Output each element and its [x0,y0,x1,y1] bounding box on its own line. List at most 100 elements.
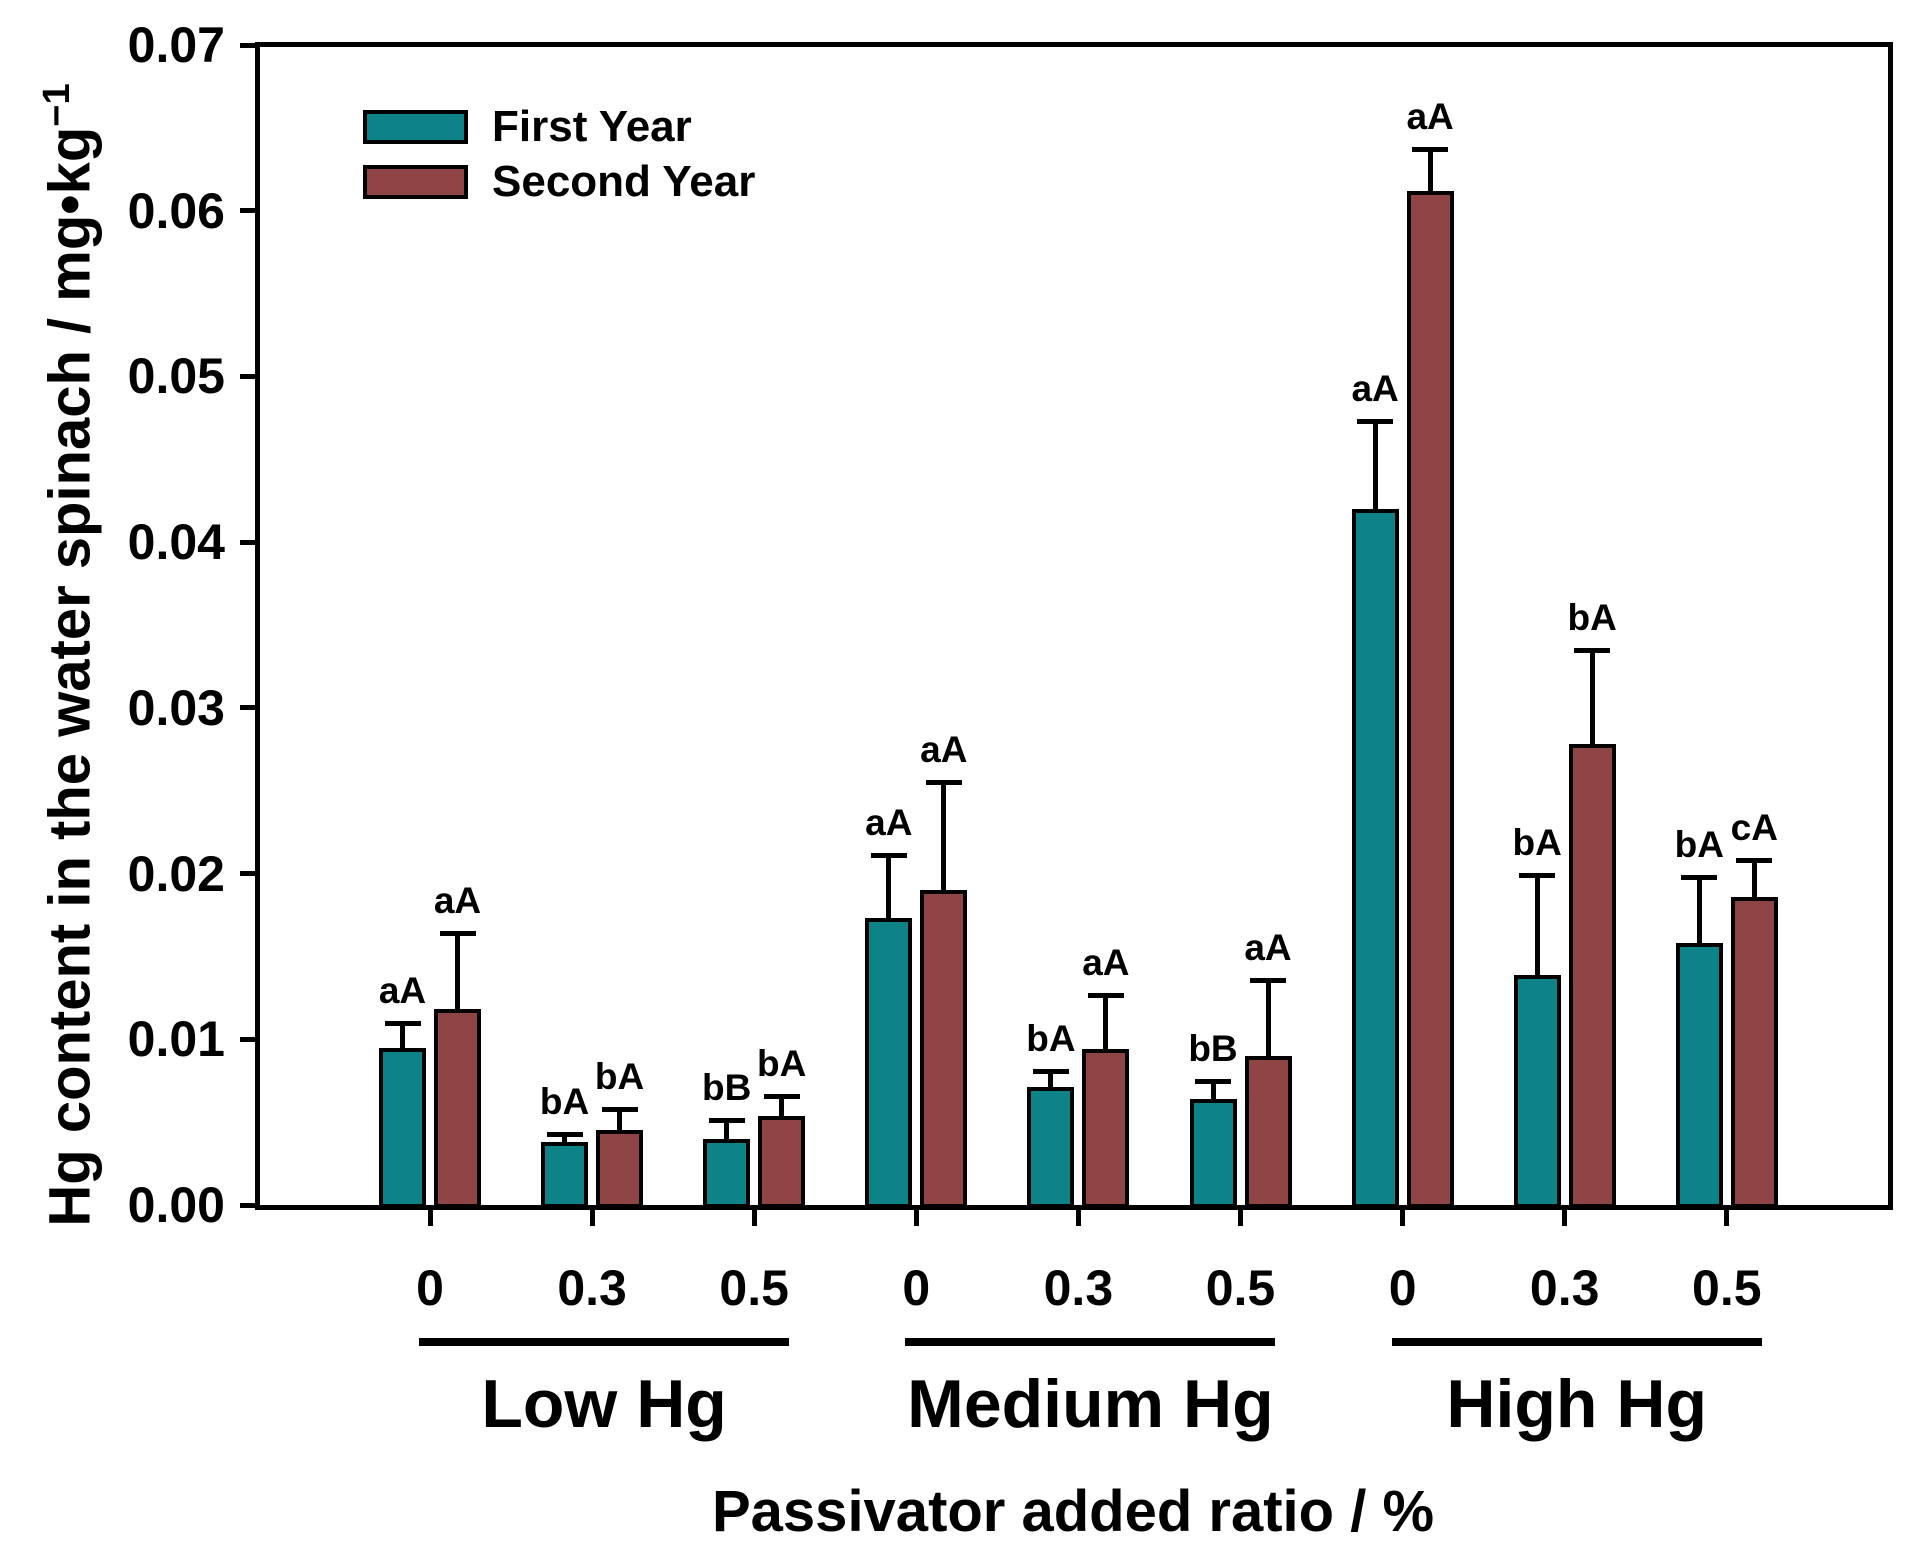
error-bar-second-year-low-hg-0p5 [779,1095,785,1118]
x-axis-tick-label: 0.5 [1692,1260,1762,1316]
error-bar-cap [1087,992,1124,998]
x-axis-tick-label: 0 [902,1260,931,1316]
bar-first-year-high-hg-0 [1351,509,1399,1208]
y-axis-tick [240,871,256,877]
error-bar-cap [384,1020,421,1026]
y-axis-tick-label: 0.03 [127,679,225,736]
x-axis-tick [751,1208,757,1226]
error-bar-cap [763,1093,800,1099]
group-underline [1391,1338,1762,1346]
error-bar-cap [1195,1078,1231,1084]
y-axis-tick-label: 0.05 [127,348,225,405]
y-axis-tick-label: 0.06 [127,182,225,239]
error-bar-cap [1736,858,1773,864]
error-bar-first-year-low-hg-0p3 [562,1133,568,1145]
error-bar-first-year-medium-hg-0 [886,855,892,921]
significance-letter-first-year-medium-hg-0p5: bB [1188,1027,1238,1069]
significance-letter-first-year-low-hg-0p5: bB [702,1067,752,1109]
bar-second-year-medium-hg-0p5 [1244,1055,1292,1208]
legend-swatch-second-year [363,165,468,199]
bar-second-year-high-hg-0p5 [1730,896,1778,1208]
significance-letter-second-year-medium-hg-0p3: aA [1082,941,1130,983]
error-bar-first-year-low-hg-0 [400,1022,405,1050]
group-label: Medium Hg [907,1366,1274,1442]
bar-second-year-low-hg-0p5 [758,1115,806,1208]
significance-letter-second-year-medium-hg-0p5: aA [1244,926,1292,968]
significance-letter-first-year-medium-hg-0p3: bA [1026,1017,1076,1059]
y-axis-title: Hg content in the water spinach / mg•kg−… [19,5,102,1305]
x-axis-tick [1075,1208,1081,1226]
error-bar-second-year-medium-hg-0p3 [1103,994,1109,1052]
significance-letter-first-year-low-hg-0p3: bA [539,1080,590,1122]
significance-letter-second-year-high-hg-0: aA [1406,96,1454,138]
error-bar-cap [601,1106,638,1112]
y-axis-tick [240,1202,256,1208]
error-bar-cap [1681,874,1718,880]
error-bar-cap [1574,647,1611,653]
bar-second-year-low-hg-0 [434,1009,481,1208]
x-axis-tick [1238,1208,1243,1226]
error-bar-cap [1412,147,1449,153]
x-axis-tick [1400,1208,1406,1226]
bar-second-year-high-hg-0p3 [1568,744,1616,1208]
bar-first-year-high-hg-0p3 [1513,974,1561,1208]
y-axis-tick-label: 0.00 [127,1177,225,1233]
error-bar-cap [870,853,907,859]
bar-second-year-medium-hg-0 [920,890,968,1208]
error-bar-first-year-low-hg-0p5 [724,1120,730,1141]
x-axis-tick-label: 0.3 [557,1260,627,1316]
bar-first-year-low-hg-0p5 [703,1138,751,1208]
y-axis-tick [240,539,256,545]
group-label: Low Hg [481,1366,727,1442]
y-axis-title-superscript: −1 [36,83,78,127]
bar-first-year-high-hg-0p5 [1675,943,1723,1208]
significance-letter-first-year-high-hg-0: aA [1351,368,1399,410]
error-bar-first-year-medium-hg-0p5 [1210,1080,1216,1101]
bar-second-year-medium-hg-0p3 [1082,1049,1130,1208]
x-axis-tick [913,1208,919,1226]
error-bar-cap [1250,977,1286,983]
error-bar-first-year-high-hg-0p3 [1534,875,1540,977]
significance-letter-second-year-low-hg-0: aA [433,880,482,922]
y-axis-tick-label: 0.02 [127,845,225,902]
group-underline [905,1338,1276,1346]
x-axis-tick-label: 0.5 [719,1260,789,1316]
y-axis-tick-label: 0.01 [127,1011,225,1068]
error-bar-cap [925,780,962,786]
error-bar-second-year-low-hg-0p3 [617,1108,623,1133]
significance-letter-second-year-low-hg-0p3: bA [594,1055,645,1097]
y-axis-tick [240,42,256,48]
bar-second-year-low-hg-0p3 [596,1130,644,1208]
x-axis-tick [427,1208,433,1226]
bar-first-year-low-hg-0 [379,1047,426,1208]
bar-second-year-high-hg-0 [1406,190,1454,1208]
x-axis-tick-label: 0 [1388,1260,1417,1316]
bar-first-year-low-hg-0p3 [541,1142,589,1208]
y-axis-tick [240,705,256,711]
x-axis-title: Passivator added ratio / % [711,1479,1435,1544]
error-bar-second-year-high-hg-0p5 [1751,860,1757,899]
error-bar-cap [1032,1068,1069,1074]
y-axis-tick-label: 0.04 [127,514,225,571]
bar-first-year-medium-hg-0p5 [1189,1098,1237,1208]
legend-swatch-first-year [363,110,468,144]
bar-first-year-medium-hg-0 [865,918,913,1208]
error-bar-cap [1357,419,1394,425]
x-axis-tick-label: 0.3 [1529,1260,1600,1316]
x-axis-tick-label: 0 [416,1260,444,1316]
significance-letter-second-year-high-hg-0p3: bA [1567,596,1617,638]
significance-letter-first-year-high-hg-0p3: bA [1512,822,1562,864]
y-axis-tick-label: 0.07 [127,17,225,73]
x-axis-tick [1724,1208,1730,1226]
x-axis-tick [1562,1208,1568,1226]
significance-letter-second-year-high-hg-0p5: cA [1730,807,1778,849]
group-label: High Hg [1446,1366,1707,1442]
error-bar-second-year-medium-hg-0p5 [1265,979,1271,1058]
significance-letter-first-year-high-hg-0p5: bA [1674,823,1724,865]
legend-label-first-year: First Year [492,102,692,151]
x-axis-tick-label: 0.5 [1205,1260,1276,1316]
x-axis-tick-label: 0.3 [1043,1260,1114,1316]
error-bar-second-year-high-hg-0p3 [1589,649,1595,747]
bar-first-year-medium-hg-0p3 [1027,1087,1075,1208]
